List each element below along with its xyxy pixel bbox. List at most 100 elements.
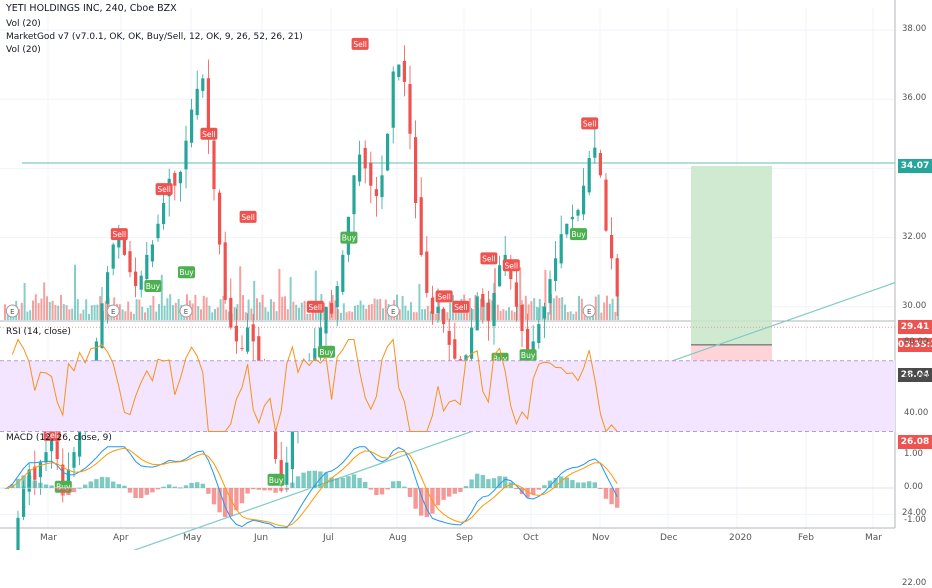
macd-histogram-bar <box>508 482 513 488</box>
candle-body <box>61 464 65 484</box>
candle-body <box>593 147 597 158</box>
candle-body <box>537 324 541 344</box>
macd-histogram-bar <box>385 488 390 490</box>
sell-signal-box <box>306 300 324 313</box>
rsi-label[interactable]: RSI (14, close) <box>6 327 71 337</box>
candle-body <box>66 469 70 485</box>
volume-bar <box>244 312 247 320</box>
macd-histogram-bar <box>239 488 245 504</box>
earnings-marker-label: E <box>391 308 395 316</box>
macd-histogram-bar <box>581 482 586 488</box>
volume-bar <box>172 305 174 320</box>
candle-body <box>122 237 126 255</box>
volume-bar <box>104 300 107 320</box>
volume-bar <box>40 298 43 320</box>
candle-body <box>565 223 569 235</box>
macd-histogram-bar <box>402 486 407 488</box>
volume-bar <box>236 304 239 320</box>
macd-histogram-bar <box>452 488 457 494</box>
volume-bar <box>99 296 102 320</box>
indicator-marketgod[interactable]: MarketGod v7 (v7.0.1, OK, OK, Buy/Sell, … <box>6 32 303 42</box>
macd-histogram-bar <box>66 488 71 496</box>
buy-signal: Buy <box>318 345 335 358</box>
volume-bar <box>410 302 412 320</box>
macd-histogram-bar <box>503 476 508 488</box>
volume-bar <box>130 311 132 320</box>
volume-bar <box>197 306 200 320</box>
candle-body <box>615 258 619 297</box>
candle-body <box>330 303 334 314</box>
volume-bar <box>536 306 538 320</box>
volume-bar <box>533 298 536 320</box>
candle-body <box>492 292 496 327</box>
buy-signal: Buy <box>144 280 162 293</box>
volume-bar <box>564 304 566 320</box>
indicator-volume-2[interactable]: Vol (20) <box>6 45 41 55</box>
volume-bar <box>65 304 68 320</box>
time-tick: 2020 <box>729 533 752 543</box>
sell-signal: Sell <box>351 37 369 50</box>
volume-bar <box>219 299 222 320</box>
buy-signal-label: Buy <box>571 230 586 239</box>
macd-histogram-bar <box>38 482 43 488</box>
candle-body <box>352 175 356 215</box>
candle-body <box>78 424 82 457</box>
earnings-marker-label: E <box>10 308 14 316</box>
profit-zone <box>691 165 772 345</box>
candle-body <box>559 234 563 264</box>
candle-body <box>369 162 373 186</box>
macd-histogram-bar <box>133 488 138 498</box>
volume-bar <box>46 296 48 320</box>
candle-body <box>218 192 222 245</box>
volume-bar <box>527 304 530 320</box>
volume-bar <box>4 304 6 320</box>
indicator-volume[interactable]: Vol (20) <box>6 19 41 29</box>
volume-bar <box>284 296 286 320</box>
candle-body <box>447 330 451 345</box>
sell-signal-box <box>435 290 453 303</box>
sell-signal-box <box>239 210 257 223</box>
volume-bar <box>362 304 365 320</box>
macd-histogram-bar <box>363 481 368 488</box>
volume-bar <box>370 304 373 320</box>
volume-bar <box>578 295 580 320</box>
volume-bar <box>603 302 606 320</box>
macd-histogram-bar <box>318 471 323 488</box>
sell-signal: Sell <box>502 259 520 272</box>
volume-bar <box>471 309 474 320</box>
macd-histogram-bar <box>559 476 564 488</box>
candle-body <box>598 153 602 176</box>
earnings-marker-label: E <box>111 308 115 316</box>
macd-histogram-bar <box>150 488 155 493</box>
rsi-line <box>11 338 618 433</box>
sell-signal-box <box>155 183 173 196</box>
volume-bar <box>71 308 74 320</box>
buy-signal-label: Buy <box>493 355 508 364</box>
volume-bar <box>317 310 320 320</box>
volume-bar <box>354 305 356 320</box>
candle-body <box>223 242 227 300</box>
candle-body <box>156 223 160 239</box>
volume-bar <box>160 274 163 320</box>
time-tick: Dec <box>660 533 678 543</box>
macd-histogram-bar <box>603 488 609 499</box>
candle-body <box>341 254 345 292</box>
volume-bar <box>348 311 351 320</box>
volume-bar <box>275 311 278 320</box>
macd-histogram-bar <box>547 480 553 488</box>
macd-label[interactable]: MACD (12, 26, close, 9) <box>6 433 112 443</box>
candle-body <box>72 452 76 468</box>
volume-bar <box>569 311 572 320</box>
volume-bar <box>611 298 614 320</box>
volume-bar <box>356 304 359 320</box>
macd-histogram-bar <box>217 488 222 513</box>
macd-histogram-bar <box>27 475 32 488</box>
volume-bar <box>132 313 135 320</box>
sell-signal: Sell <box>200 127 218 140</box>
macd-histogram-bar <box>536 488 541 490</box>
macd-histogram-bar <box>475 473 480 488</box>
macd-histogram-bar <box>335 478 340 488</box>
candle-body <box>610 235 614 259</box>
price-tick: 22.00 <box>902 577 927 588</box>
candle-body <box>481 293 485 307</box>
